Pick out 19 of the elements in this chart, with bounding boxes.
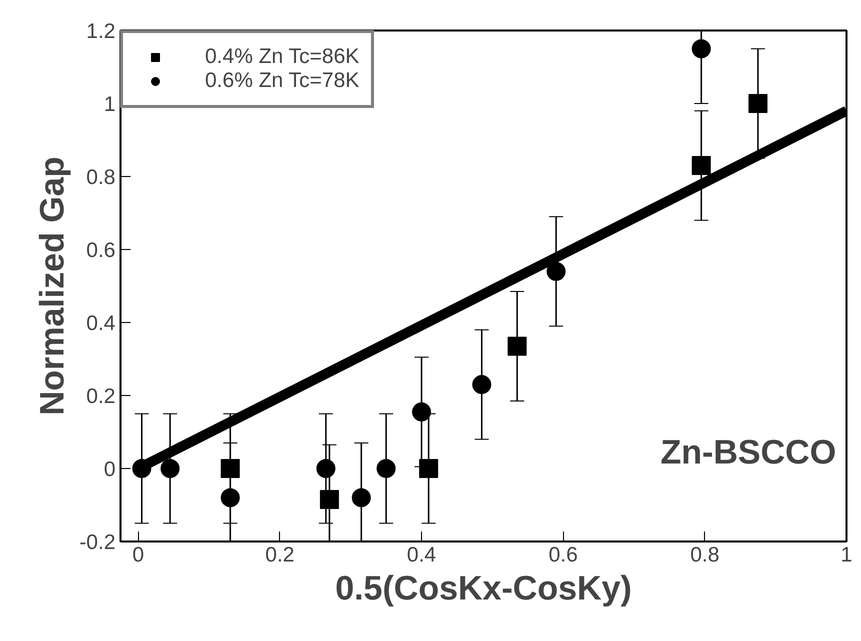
- y-axis-title: Normalized Gap: [33, 156, 72, 416]
- y-tick-label: -0.2: [79, 531, 116, 554]
- legend-label: 0.6% Zn Tc=78K: [205, 69, 360, 93]
- y-tick-label: 1.2: [86, 20, 116, 43]
- x-tick-label: 0: [132, 544, 144, 566]
- y-tick-label: 0.8: [86, 166, 116, 189]
- x-tick-label: 0.4: [406, 544, 436, 566]
- annotation: Zn-BSCCO: [660, 434, 836, 472]
- x-tick-label: 0.2: [265, 544, 294, 566]
- y-tick-label: 0.6: [86, 239, 116, 262]
- x-tick-label: 1: [840, 544, 852, 566]
- x-tick-label: 0.6: [548, 544, 578, 566]
- y-tick-label: 0: [104, 458, 116, 481]
- y-tick-label: 0.2: [86, 385, 116, 408]
- y-tick-label: 1: [104, 93, 116, 116]
- y-tick-label: 0.4: [86, 312, 116, 335]
- x-axis-title: 0.5(CosKx-CosKy): [335, 570, 632, 608]
- x-tick-label: 0.8: [690, 544, 720, 566]
- legend-label: 0.4% Zn Tc=86K: [205, 45, 360, 69]
